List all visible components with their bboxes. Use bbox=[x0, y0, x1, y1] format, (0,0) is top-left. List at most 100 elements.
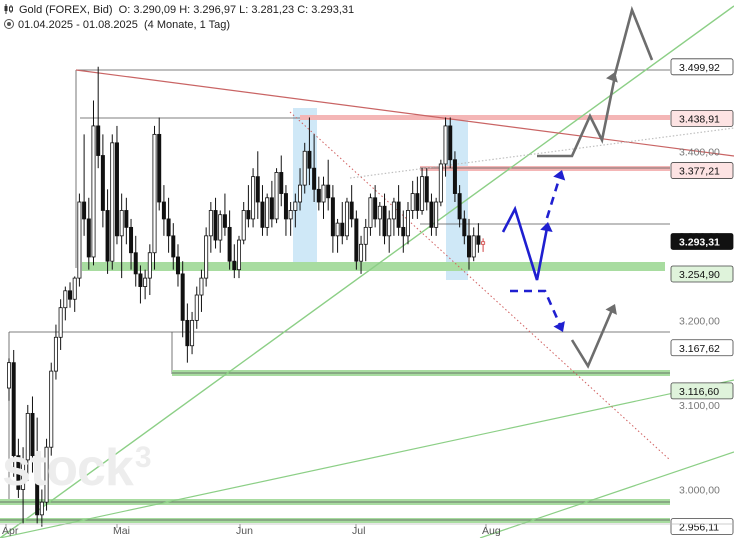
candle-body bbox=[91, 125, 96, 258]
candlestick-icon bbox=[4, 4, 13, 14]
candle-body bbox=[481, 241, 486, 245]
blue-arrow-dashed-head bbox=[553, 321, 565, 332]
candle-body bbox=[72, 277, 77, 300]
level-label-text: 2.956,11 bbox=[679, 522, 719, 534]
candle-body bbox=[307, 150, 312, 169]
candle-body bbox=[434, 201, 439, 228]
candle-body bbox=[438, 163, 443, 203]
candle-body bbox=[283, 193, 288, 220]
candle-body bbox=[269, 197, 274, 220]
candle-body bbox=[204, 235, 209, 279]
y-axis: 3.000,003.100,003.200,003.306,203.400,00… bbox=[670, 58, 734, 535]
x-tick-label: Jul bbox=[352, 525, 365, 537]
candle-body bbox=[298, 184, 303, 203]
level-label-text: 3.254,90 bbox=[679, 269, 720, 281]
candle-body bbox=[429, 201, 434, 228]
level-label-text: 3.377,21 bbox=[679, 166, 720, 178]
candle-body bbox=[143, 277, 148, 287]
level-label-box bbox=[670, 518, 734, 535]
candle-body bbox=[119, 210, 124, 237]
x-tick-label: Apr bbox=[2, 525, 19, 537]
candle-body bbox=[218, 214, 223, 241]
trend-line-resistance bbox=[75, 69, 734, 157]
candle-body bbox=[16, 455, 21, 490]
candle-body bbox=[222, 214, 227, 228]
candle-body bbox=[53, 336, 58, 372]
candle-body bbox=[448, 125, 453, 161]
candle-body bbox=[246, 210, 251, 220]
candle-body bbox=[194, 294, 199, 321]
candle-body bbox=[452, 159, 457, 194]
date-range: 01.04.2025 - 01.08.2025 bbox=[18, 19, 138, 31]
candle-body bbox=[86, 218, 91, 258]
candle-body bbox=[457, 193, 462, 220]
candle-body bbox=[110, 142, 115, 262]
candles bbox=[7, 66, 486, 527]
level-label-box bbox=[670, 265, 734, 283]
blue-arrow-main-head bbox=[540, 222, 553, 232]
candle-body bbox=[44, 446, 49, 503]
candle-body bbox=[35, 455, 40, 516]
candle-body bbox=[359, 243, 364, 262]
candle-body bbox=[377, 205, 382, 220]
level-label-box bbox=[670, 233, 734, 250]
watermark-logo: stock3 bbox=[2, 438, 152, 498]
candle-body bbox=[63, 290, 68, 309]
candle-body bbox=[190, 319, 195, 347]
candle-body bbox=[401, 226, 406, 237]
candle-body bbox=[100, 155, 105, 211]
level-label-box bbox=[670, 162, 734, 179]
candle-body bbox=[373, 197, 378, 220]
candle-body bbox=[279, 172, 284, 194]
y-tick-label: 3.400,00 bbox=[679, 146, 720, 158]
candle-body bbox=[302, 150, 307, 186]
candle-body bbox=[382, 205, 387, 237]
candle-body bbox=[340, 222, 345, 237]
candle-body bbox=[208, 210, 213, 237]
candle-body bbox=[471, 235, 476, 258]
settings-icon[interactable] bbox=[4, 19, 14, 29]
candle-body bbox=[39, 501, 44, 516]
x-tick-label: Mai bbox=[113, 525, 130, 537]
candle-body bbox=[321, 184, 326, 203]
candle-body bbox=[166, 218, 171, 237]
x-tick-label: Jun bbox=[236, 525, 253, 537]
candle-body bbox=[467, 235, 472, 258]
candle-body bbox=[237, 239, 242, 271]
candle-body bbox=[424, 176, 429, 203]
candle-body bbox=[396, 201, 401, 228]
candle-body bbox=[476, 235, 481, 245]
candle-body bbox=[232, 260, 237, 271]
candle-body bbox=[58, 307, 63, 338]
grey-arrow-lower-path bbox=[570, 309, 614, 369]
candle-body bbox=[133, 252, 138, 275]
candle-body bbox=[11, 362, 16, 457]
trend-line-dotted-red bbox=[289, 111, 671, 461]
candle-body bbox=[316, 188, 321, 203]
level-label-box bbox=[670, 109, 734, 127]
interval-label: (4 Monate, 1 Tag) bbox=[144, 19, 231, 31]
grey-arrow-upper-path bbox=[537, 75, 617, 158]
candle-body bbox=[77, 201, 82, 279]
level-label-text: 3.167,62 bbox=[679, 343, 720, 355]
candle-body bbox=[363, 226, 368, 245]
candle-body bbox=[368, 197, 373, 228]
candle-body bbox=[129, 226, 134, 254]
candle-body bbox=[171, 235, 176, 258]
level-label-box bbox=[670, 339, 734, 357]
candle-body bbox=[241, 210, 246, 241]
x-tick-label: Aug bbox=[482, 525, 501, 537]
candle-body bbox=[312, 167, 317, 190]
candle-body bbox=[157, 133, 162, 203]
candle-body bbox=[30, 412, 35, 457]
y-tick-label: 3.200,00 bbox=[679, 315, 720, 327]
blue-arrow-upper-head bbox=[553, 170, 566, 181]
candle-body bbox=[265, 197, 270, 228]
candle-body bbox=[415, 193, 420, 211]
level-label-text: 3.499,92 bbox=[679, 62, 720, 74]
candle-body bbox=[161, 201, 166, 220]
y-tick-label: 3.000,00 bbox=[679, 484, 720, 496]
candle-body bbox=[180, 273, 185, 321]
candle-body bbox=[25, 412, 30, 461]
candle-body bbox=[213, 210, 218, 241]
